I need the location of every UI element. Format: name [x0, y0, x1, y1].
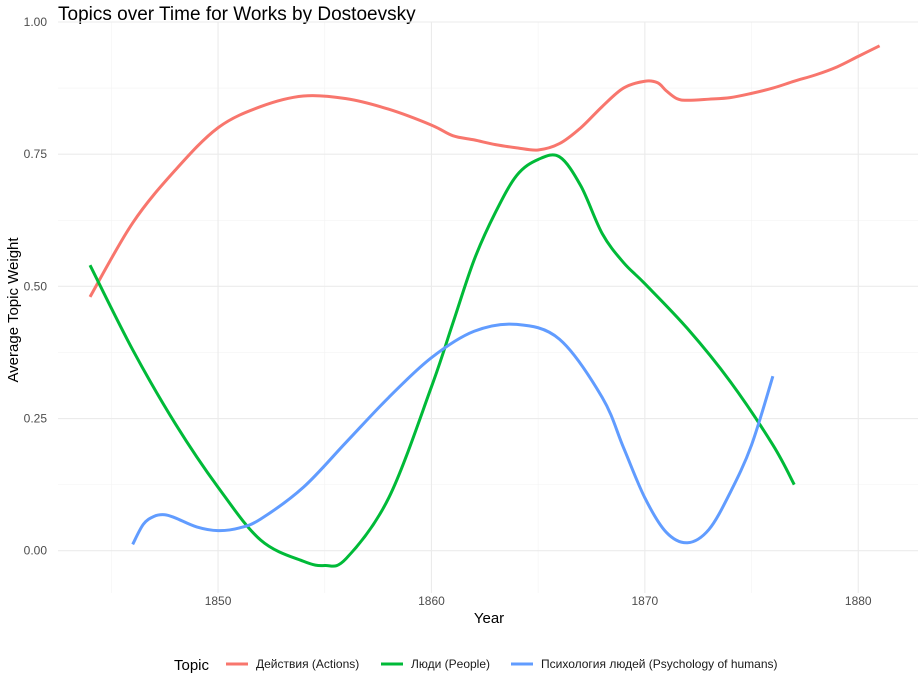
y-tick-label: 0.75: [24, 147, 48, 161]
series-line-actions: [88, 44, 881, 298]
chart-title: Topics over Time for Works by Dostoevsky: [58, 4, 416, 25]
y-tick-label: 1.00: [24, 15, 48, 29]
series-line-psychology-of-humans: [131, 322, 775, 546]
legend-label-psychology-of-humans: Психология людей (Psychology of humans): [541, 657, 778, 671]
y-axis-title: Average Topic Weight: [5, 237, 22, 383]
y-tick-label: 0.25: [24, 412, 48, 426]
legend: Topic Действия (Actions) Люди (People) Пси…: [174, 657, 778, 674]
y-tick-label: 0.50: [24, 279, 48, 293]
legend-label-people: Люди (People): [411, 657, 490, 671]
series-line-people: [88, 153, 796, 568]
y-tick-label: 0.00: [24, 544, 48, 558]
x-tick-label: 1870: [631, 594, 658, 608]
x-axis-title: Year: [474, 610, 504, 627]
legend-label-actions: Действия (Actions): [256, 657, 359, 671]
x-tick-label: 1860: [418, 594, 445, 608]
y-axis-ticks: 0.00 0.25 0.50 0.75 1.00: [24, 15, 48, 558]
x-tick-label: 1880: [845, 594, 872, 608]
grid: [58, 21, 918, 593]
x-axis-ticks: 1850 1860 1870 1880: [205, 594, 872, 608]
legend-title: Topic: [174, 657, 210, 674]
x-tick-label: 1850: [205, 594, 232, 608]
series-layer: [88, 44, 881, 568]
